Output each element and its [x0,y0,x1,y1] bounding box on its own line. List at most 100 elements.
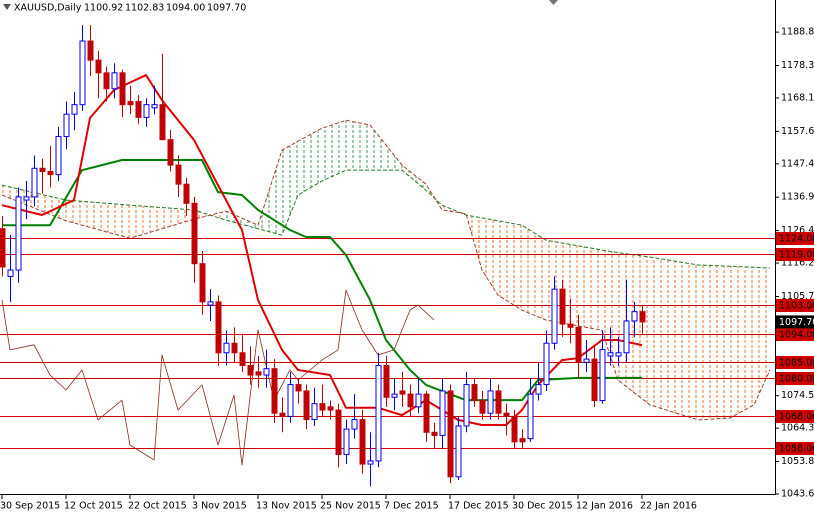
current-price-box [776,315,814,329]
x-tick-label: 22 Oct 2015 [128,501,187,512]
ohlc-label: 1097.70 [207,3,246,14]
candle-body [319,403,326,411]
cloud-fill [482,217,498,296]
candle-body [271,368,278,414]
candle-body [87,40,94,61]
candle-body [183,183,190,204]
candle-body [439,390,446,436]
candle-body [583,358,590,363]
cloud-fill [346,120,370,171]
y-tick-label: 1126.40 [781,225,814,236]
candle-body [119,72,126,106]
x-tick-label: 22 Jan 2016 [640,501,697,512]
candle-body [503,412,510,417]
candle-body [191,202,198,265]
cloud-fill [66,200,130,239]
candle-body [63,113,70,137]
current-price-label: 1097.70 [779,317,814,328]
x-tick-label: 12 Jan 2016 [576,501,633,512]
candle-body [359,419,366,465]
candle-body [263,368,270,376]
y-tick-label: 1074.50 [781,390,814,401]
level-label: 1119.00 [779,250,814,261]
candle-body [407,393,414,408]
candle-body [575,326,582,363]
candle-body [399,390,406,395]
plot-area [0,25,775,487]
cloud-fill [322,120,346,181]
ohlc-label: 1102.83 [125,3,164,14]
cloud-fill [402,165,426,191]
candle-body [111,72,118,90]
candle-body [103,72,110,90]
y-tick-label: 1105.70 [781,291,814,302]
candle-body [623,320,630,354]
candle-body [159,104,166,141]
candle-body [175,164,182,185]
candle-body [247,364,254,376]
candle-body [71,104,78,115]
candle-body [311,403,318,421]
x-tick-label: 12 Oct 2015 [64,501,123,512]
level-label-box [776,232,814,245]
y-tick-label: 1147.40 [781,158,814,169]
level-label-box [776,356,814,369]
cloud-fill [698,264,730,420]
candle-body [607,352,614,357]
candle-body [463,384,470,427]
ohlc-label: 1094.00 [166,3,205,14]
level-label: 1085.00 [779,358,814,369]
level-label: 1094.00 [779,330,814,341]
level-label-box [776,328,814,341]
x-tick-label: 30 Dec 2015 [512,501,573,512]
cloud-fill [298,128,322,195]
candle-body [511,415,518,443]
level-label: 1080.00 [779,374,814,385]
shift-marker [549,0,558,5]
candle-body [303,390,310,421]
candle-body [615,352,622,357]
candle-body [255,371,262,376]
candle-body [415,393,422,408]
cloud-fill [730,266,754,418]
candle-body [127,100,134,106]
level-label: 1058.00 [779,444,814,455]
candle-body [47,170,54,176]
indicator-line [1,74,643,426]
candle-body [15,196,22,271]
candle-body [279,412,286,417]
candle-body [495,390,502,414]
y-tick-label: 1053.80 [781,456,814,467]
candle-body [295,384,302,392]
x-tick-label: 30 Sep 2015 [0,501,60,512]
candle-body [591,358,598,401]
cloud-fill [650,257,698,420]
indicator-line [1,289,435,466]
candle-body [343,428,350,456]
candle-body [23,196,30,201]
chart-title: XAUUSD,Daily [14,3,82,14]
y-tick-label: 1116.20 [781,258,814,269]
candle-body [151,104,158,109]
candle-body [135,100,142,118]
candle-body [527,393,534,440]
x-tick-label: 13 Nov 2015 [256,501,317,512]
candle-body [39,167,46,172]
x-tick-label: 3 Nov 2015 [192,501,247,512]
y-tick-label: 1157.60 [781,126,814,137]
candle-body [631,311,638,322]
candle-body [479,399,486,414]
ohlc-header: 1100.92 1102.83 1094.00 1097.70 [84,3,246,14]
cloud-fill [522,225,546,321]
candle-body [335,409,342,456]
level-label-box [776,442,814,455]
candle-body [447,390,454,478]
candle-body [599,349,606,401]
candle-body [423,393,430,433]
candle-body [223,342,230,354]
candle-body [559,288,566,325]
level-label-box [776,248,814,261]
